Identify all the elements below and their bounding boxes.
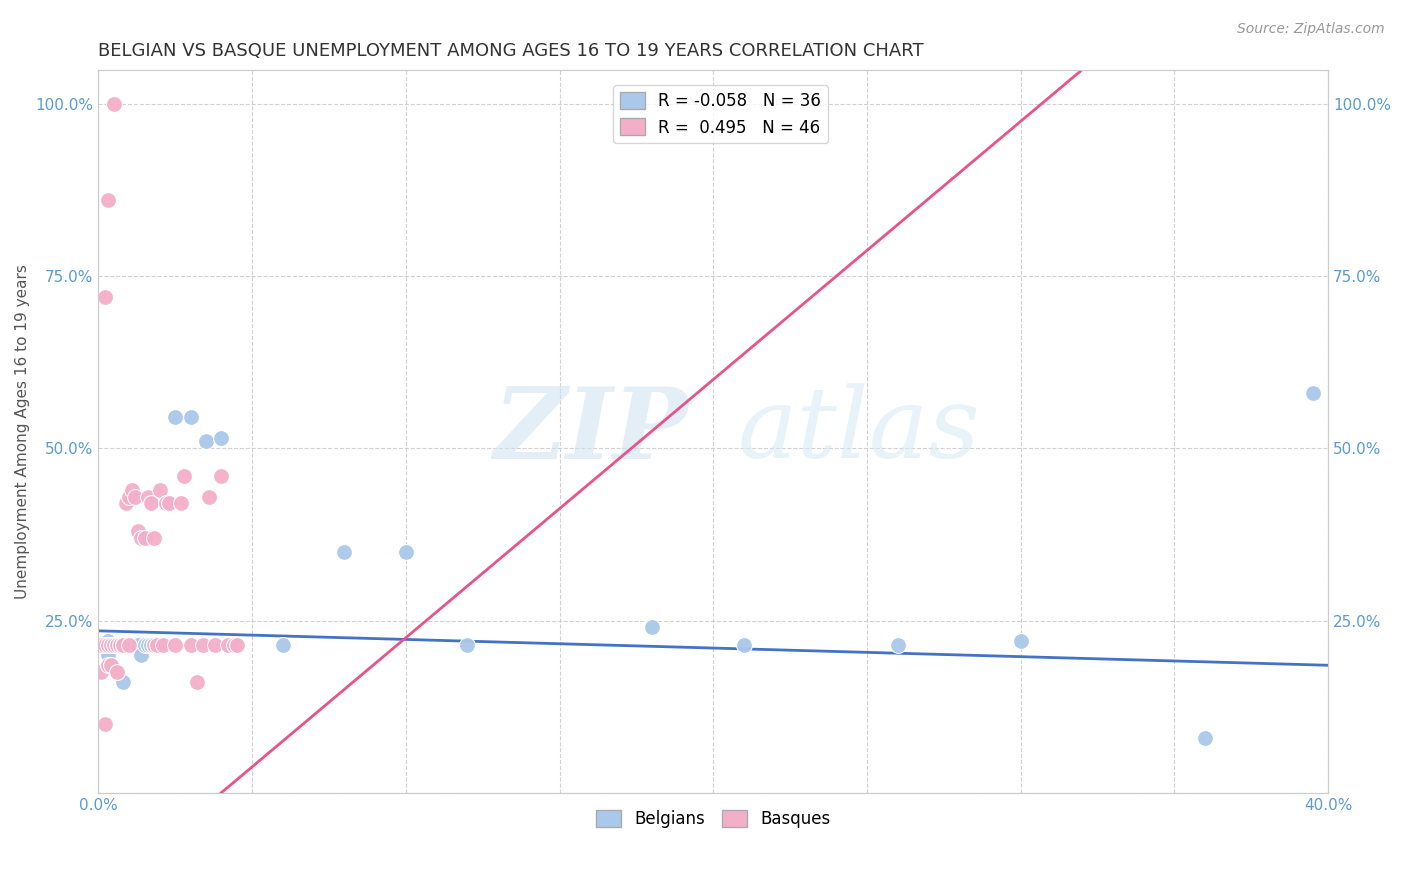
Point	[124, 638, 146, 652]
Point	[152, 638, 174, 652]
Point	[1010, 634, 1032, 648]
Point	[225, 638, 247, 652]
Text: atlas: atlas	[738, 384, 980, 479]
Point	[155, 496, 177, 510]
Y-axis label: Unemployment Among Ages 16 to 19 years: Unemployment Among Ages 16 to 19 years	[15, 264, 30, 599]
Text: ZIP: ZIP	[494, 383, 689, 479]
Point	[1194, 731, 1216, 745]
Point	[103, 638, 125, 652]
Point	[108, 638, 131, 652]
Point	[195, 434, 218, 449]
Point	[103, 662, 125, 676]
Point	[124, 490, 146, 504]
Point	[111, 638, 134, 652]
Point	[149, 483, 172, 497]
Point	[100, 658, 122, 673]
Point	[93, 638, 115, 652]
Point	[105, 638, 128, 652]
Point	[131, 648, 153, 662]
Point	[97, 648, 120, 662]
Text: BELGIAN VS BASQUE UNEMPLOYMENT AMONG AGES 16 TO 19 YEARS CORRELATION CHART: BELGIAN VS BASQUE UNEMPLOYMENT AMONG AGE…	[98, 42, 924, 60]
Point	[136, 638, 159, 652]
Legend: Belgians, Basques: Belgians, Basques	[589, 804, 837, 835]
Point	[733, 638, 755, 652]
Point	[165, 410, 187, 425]
Point	[108, 638, 131, 652]
Point	[97, 634, 120, 648]
Point	[90, 665, 112, 680]
Point	[118, 638, 141, 652]
Point	[142, 638, 165, 652]
Point	[191, 638, 214, 652]
Point	[134, 638, 156, 652]
Point	[180, 638, 202, 652]
Point	[97, 194, 120, 208]
Point	[641, 620, 664, 634]
Point	[131, 531, 153, 545]
Point	[127, 638, 149, 652]
Point	[209, 431, 232, 445]
Point	[93, 638, 115, 652]
Point	[333, 544, 356, 558]
Point	[887, 638, 910, 652]
Point	[115, 638, 138, 652]
Point	[97, 638, 120, 652]
Point	[170, 496, 193, 510]
Point	[100, 638, 122, 652]
Point	[97, 658, 120, 673]
Point	[90, 638, 112, 652]
Text: Source: ZipAtlas.com: Source: ZipAtlas.com	[1237, 22, 1385, 37]
Point	[103, 638, 125, 652]
Point	[149, 638, 172, 652]
Point	[93, 716, 115, 731]
Point	[139, 496, 162, 510]
Point	[127, 524, 149, 538]
Point	[1302, 386, 1324, 401]
Point	[111, 675, 134, 690]
Point	[118, 638, 141, 652]
Point	[103, 97, 125, 112]
Point	[456, 638, 478, 652]
Point	[395, 544, 418, 558]
Point	[271, 638, 294, 652]
Point	[180, 410, 202, 425]
Point	[90, 638, 112, 652]
Point	[222, 638, 245, 652]
Point	[105, 638, 128, 652]
Point	[173, 469, 195, 483]
Point	[105, 665, 128, 680]
Point	[209, 469, 232, 483]
Point	[118, 490, 141, 504]
Point	[157, 496, 180, 510]
Point	[142, 638, 165, 652]
Point	[111, 638, 134, 652]
Point	[134, 531, 156, 545]
Point	[204, 638, 226, 652]
Point	[93, 290, 115, 304]
Point	[139, 638, 162, 652]
Point	[217, 638, 239, 652]
Point	[142, 531, 165, 545]
Point	[146, 638, 169, 652]
Point	[111, 638, 134, 652]
Point	[100, 638, 122, 652]
Point	[198, 490, 221, 504]
Point	[136, 490, 159, 504]
Point	[121, 483, 143, 497]
Point	[165, 638, 187, 652]
Point	[121, 638, 143, 652]
Point	[115, 496, 138, 510]
Point	[186, 675, 208, 690]
